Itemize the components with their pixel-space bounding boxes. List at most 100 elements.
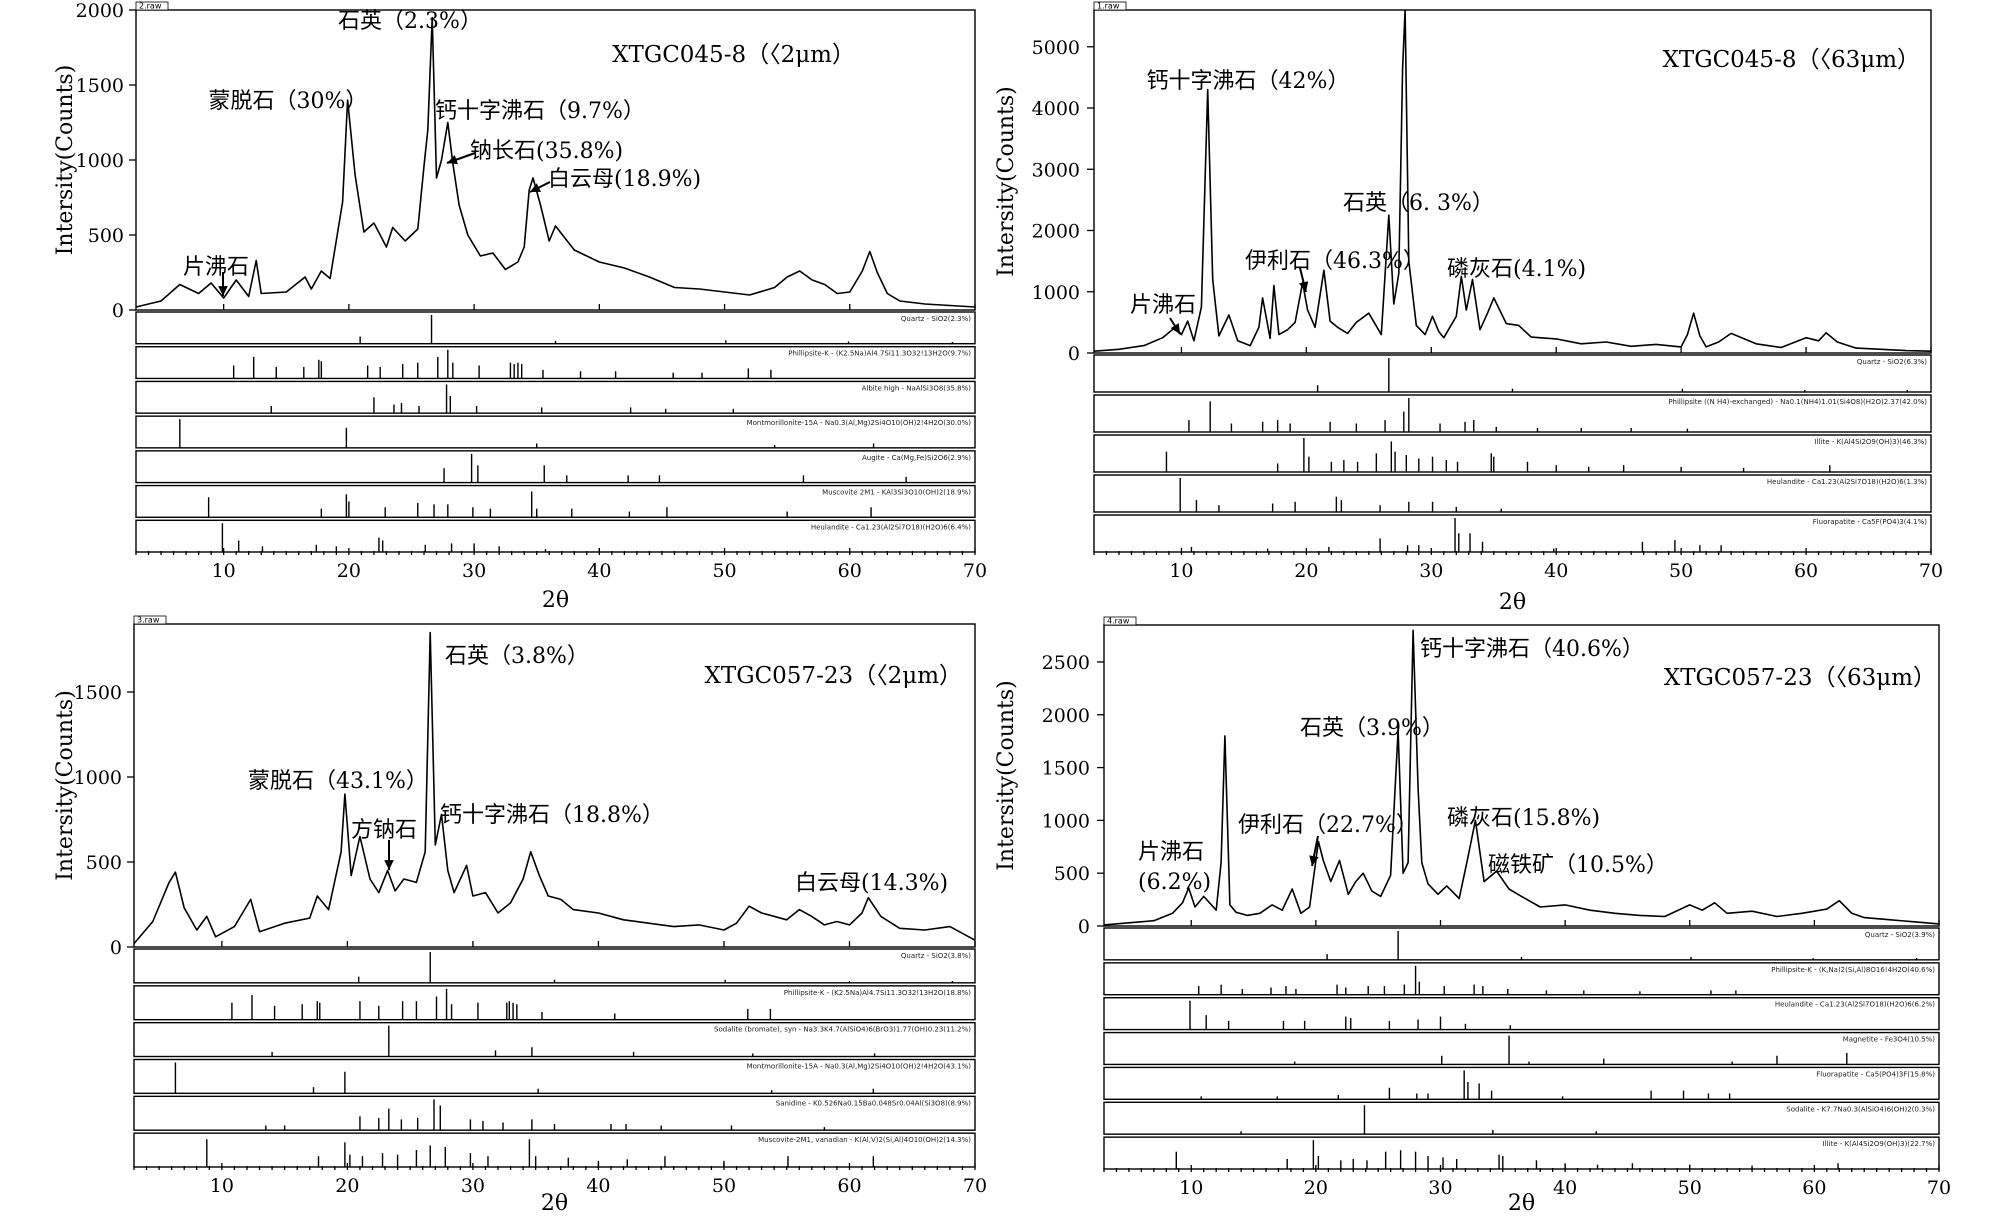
peak-annotation: 片沸石 xyxy=(183,255,249,280)
reference-phase-name: Heulandite - Ca1.23(Al2Si7O18)(H2O)6(6.4… xyxy=(811,523,971,531)
reference-phase-name: Phillipsite ((N H4)-exchanged) - Na0.1(N… xyxy=(1668,398,1927,406)
peak-annotation: 石英（3.8%） xyxy=(445,644,589,669)
arrow-head xyxy=(1309,855,1319,866)
x-axis-label: 2θ xyxy=(541,1191,568,1216)
y-axis-label: Intersity(Counts) xyxy=(994,680,1019,871)
reference-pattern-4: Montmorillonite-15A - Na0.3(Al,Mg)2Si4O1… xyxy=(133,1058,976,1095)
diffraction-curve xyxy=(135,16,976,308)
x-tick-label: 50 xyxy=(712,1175,736,1197)
raw-tab xyxy=(1103,616,1137,626)
x-tick-label: 30 xyxy=(462,560,486,582)
y-tick-label: 1500 xyxy=(74,682,122,704)
reference-strip-frame xyxy=(1103,1066,1940,1100)
y-tick-label: 3000 xyxy=(1032,159,1080,181)
peak-annotation: 钙十字沸石（40.6%） xyxy=(1420,637,1644,662)
diffraction-curve xyxy=(1103,629,1940,926)
peak-annotation: 石英（6. 3%） xyxy=(1343,191,1494,216)
reference-pattern-7: Heulandite - Ca1.23(Al2Si7O18)(H2O)6(6.4… xyxy=(135,519,976,553)
x-tick-label: 30 xyxy=(1419,560,1443,582)
reference-phase-name: Muscovite 2M1 - KAl3Si3O10(OH)2(18.9%) xyxy=(822,489,971,497)
peak-annotation: 白云母(18.9%) xyxy=(548,167,701,192)
reference-strip-frame xyxy=(1093,514,1932,553)
y-tick-label: 2000 xyxy=(1042,705,1090,727)
reference-strip-frame xyxy=(1093,354,1932,393)
x-axis-label: 2θ xyxy=(1499,590,1526,615)
reference-strip-frame xyxy=(135,346,976,380)
reference-phase-name: Phillipsite-K - (K,Na)2(Si,Al)8O16!4H2O(… xyxy=(1771,966,1935,974)
reference-pattern-2: Phillipsite-K - (K2.5Na)Al4.7Si11.3O32!1… xyxy=(133,985,976,1021)
reference-strip-frame xyxy=(133,948,976,984)
y-axis-label: Intersity(Counts) xyxy=(53,690,78,881)
arrow-head xyxy=(218,286,228,296)
reference-phase-name: Fluorapatite - Ca5F(PO4)3(4.1%) xyxy=(1813,518,1928,526)
x-tick-label: 40 xyxy=(586,1175,610,1197)
arrow-head xyxy=(530,183,541,192)
y-tick-label: 5000 xyxy=(1032,37,1080,59)
reference-strip-frame xyxy=(135,415,976,449)
y-axis-label: Intersity(Counts) xyxy=(994,86,1019,277)
reference-pattern-7: Illite - K(Al4Si2O9(OH)3)(22.7%) xyxy=(1103,1136,1940,1170)
peak-annotation: 白云母(14.3%) xyxy=(795,871,948,896)
reference-phase-name: Sanidine - K0.526Na0.15Ba0.048Sr0.04Al(S… xyxy=(776,1099,972,1107)
raw-tab xyxy=(135,1,169,11)
reference-phase-name: Albite high - NaAlSi3O8(35.8%) xyxy=(862,384,972,392)
x-tick-label: 60 xyxy=(838,560,862,582)
arrow-head xyxy=(447,155,458,165)
x-tick-label: 10 xyxy=(210,1175,234,1197)
x-tick-label: 20 xyxy=(1294,560,1318,582)
reference-pattern-1: Quartz - SiO2(3.9%) xyxy=(1103,927,1940,961)
reference-strip-frame xyxy=(133,1095,976,1131)
y-tick-label: 1000 xyxy=(1032,282,1080,304)
raw-file-label: 3.raw xyxy=(137,616,160,625)
sample-title: XTGC057-23（〈63μm） xyxy=(1664,665,1936,691)
reference-strip-frame xyxy=(133,1021,976,1058)
reference-pattern-1: Quartz - SiO2(6.3%) xyxy=(1093,354,1932,393)
peak-annotation: 片沸石 xyxy=(1130,293,1196,318)
reference-strip-frame xyxy=(1093,434,1932,473)
x-tick-label: 10 xyxy=(1179,1177,1203,1199)
x-tick-label: 20 xyxy=(335,1175,359,1197)
x-tick-label: 10 xyxy=(212,560,236,582)
reference-pattern-4: Montmorillonite-15A - Na0.3(Al,Mg)2Si4O1… xyxy=(135,415,976,449)
reference-phase-name: Phillipsite-K - (K2.5Na)Al4.7Si11.3O32!1… xyxy=(784,989,971,997)
reference-pattern-3: Illite - K(Al4Si2O9(OH)3)(46.3%) xyxy=(1093,434,1932,473)
peak-annotation: 石英（3.9%） xyxy=(1300,716,1444,741)
x-tick-label: 30 xyxy=(461,1175,485,1197)
y-axis-label: Intersity(Counts) xyxy=(53,65,78,256)
raw-file-label: 2.raw xyxy=(139,2,162,11)
reference-phase-name: Fluorapatite - Ca5(PO4)3F(15.8%) xyxy=(1816,1070,1935,1078)
reference-strip-frame xyxy=(1103,997,1940,1031)
xrd-panel-2: 1.raw 0 1000 2000 3000 4000 5000 Intersity(Coun… xyxy=(994,2,1943,616)
reference-pattern-5: Fluorapatite - Ca5F(PO4)3(4.1%) xyxy=(1093,514,1932,553)
diffraction-curve xyxy=(133,631,976,945)
xrd-panel-1: 2.raw 0 500 1000 1500 2000 Intersity(Counts) XT… xyxy=(53,0,987,613)
reference-pattern-4: Magnetite - Fe3O4(10.5%) xyxy=(1103,1031,1940,1066)
y-tick-label: 2000 xyxy=(1032,221,1080,243)
x-tick-label: 70 xyxy=(963,560,987,582)
reference-strip-frame xyxy=(133,985,976,1021)
reference-strip-frame xyxy=(1103,1031,1940,1066)
reference-strip-frame xyxy=(1093,394,1932,433)
y-tick-label: 1500 xyxy=(76,75,124,97)
x-tick-label: 20 xyxy=(337,560,361,582)
x-tick-label: 60 xyxy=(1802,1177,1826,1199)
peak-annotation: 钙十字沸石（9.7%） xyxy=(435,99,645,124)
x-axis-label: 2θ xyxy=(1508,1191,1535,1216)
y-tick-label: 0 xyxy=(110,937,122,959)
reference-pattern-2: Phillipsite ((N H4)-exchanged) - Na0.1(N… xyxy=(1093,394,1932,433)
y-tick-label: 4000 xyxy=(1032,98,1080,120)
reference-pattern-3: Sodalite (bromate), syn - Na3.3K4.7(AlSi… xyxy=(133,1021,976,1058)
reference-strip-frame xyxy=(1103,962,1940,996)
reference-phase-name: Quartz - SiO2(6.3%) xyxy=(1857,358,1927,366)
x-tick-label: 10 xyxy=(1169,560,1193,582)
peak-annotation: (6.2%) xyxy=(1138,870,1211,895)
reference-pattern-2: Phillipsite-K - (K2.5Na)Al4.7Si11.3O32!1… xyxy=(135,346,976,380)
reference-pattern-4: Heulandite - Ca1.23(Al2Si7O18)(H2O)6(1.3… xyxy=(1093,474,1932,513)
x-tick-label: 70 xyxy=(1927,1177,1951,1199)
plot-frame xyxy=(133,623,976,948)
reference-phase-name: Quartz - SiO2(2.3%) xyxy=(901,315,971,323)
reference-phase-name: Sodalite - K7.7Na0.3(AlSiO4)6(OH)2(0.3%) xyxy=(1786,1105,1935,1113)
reference-phase-name: Augite - Ca(Mg,Fe)Si2O6(2.9%) xyxy=(862,454,971,462)
